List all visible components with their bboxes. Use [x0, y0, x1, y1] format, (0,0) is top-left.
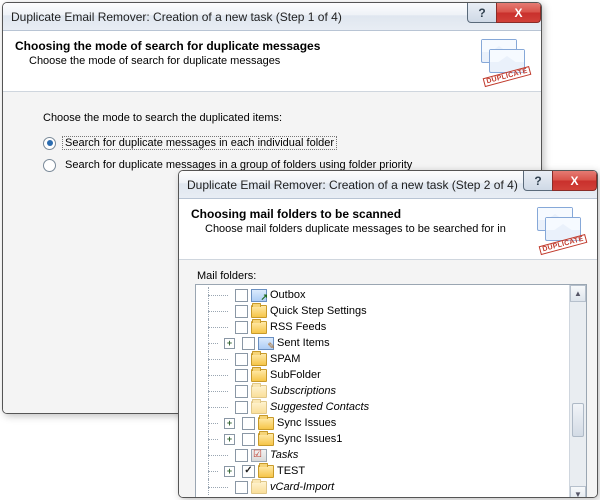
header-step1: Choosing the mode of search for duplicat… [3, 31, 541, 92]
tree-item-label: TEST [277, 465, 305, 477]
folder-icon [258, 433, 274, 446]
header-sub-step1: Choose the mode of search for duplicate … [15, 55, 471, 67]
expand-icon[interactable] [224, 418, 235, 429]
folder-icon [251, 369, 267, 382]
tree-item[interactable]: SubFolder [198, 367, 569, 383]
tree-item[interactable]: RSS Feeds [198, 319, 569, 335]
checkbox[interactable] [235, 369, 248, 382]
checkbox[interactable] [242, 433, 255, 446]
titlebar-step2[interactable]: Duplicate Email Remover: Creation of a n… [179, 171, 597, 199]
tree-item[interactable]: Sync Issues [198, 415, 569, 431]
folder-icon [251, 481, 267, 494]
dialog-step2: Duplicate Email Remover: Creation of a n… [178, 170, 598, 498]
title-step1: Duplicate Email Remover: Creation of a n… [11, 10, 342, 24]
tree-item-label: Outbox [270, 289, 305, 301]
folder-icon [251, 353, 267, 366]
scroll-thumb[interactable] [572, 403, 584, 437]
checkbox[interactable] [235, 385, 248, 398]
checkbox[interactable] [235, 401, 248, 414]
scrollbar[interactable]: ▲ ▼ [569, 285, 586, 498]
checkbox[interactable] [235, 353, 248, 366]
checkbox[interactable] [235, 289, 248, 302]
folder-icon [251, 449, 267, 462]
radio-individual-folder[interactable]: Search for duplicate messages in each in… [21, 132, 527, 154]
close-button[interactable]: X [552, 171, 597, 191]
expand-icon[interactable] [224, 434, 235, 445]
duplicate-icon: DUPLICATE [537, 207, 583, 247]
tree-item[interactable]: Subscriptions [198, 383, 569, 399]
tree-item-label: Sync Issues1 [277, 433, 342, 445]
help-button[interactable]: ? [523, 171, 553, 191]
checkbox[interactable] [235, 449, 248, 462]
folder-icon [251, 305, 267, 318]
tree-item-label: Quick Step Settings [270, 305, 367, 317]
tree-item[interactable]: Outbox [198, 287, 569, 303]
tree-item[interactable]: Quick Step Settings [198, 303, 569, 319]
scroll-track[interactable] [570, 302, 586, 486]
help-button[interactable]: ? [467, 3, 497, 23]
folder-icon [251, 289, 267, 302]
checkbox[interactable] [242, 465, 255, 478]
tree-item[interactable]: TEST [198, 463, 569, 479]
prompt-step1: Choose the mode to search the duplicated… [21, 102, 527, 132]
tree-list[interactable]: Outbox Quick Step Settings RSS Feeds Sent I… [196, 285, 569, 498]
folder-tree: Outbox Quick Step Settings RSS Feeds Sent I… [195, 284, 587, 498]
checkbox[interactable] [242, 417, 255, 430]
tree-item-label: Sent Items [277, 337, 330, 349]
tree-item[interactable]: Tasks [198, 447, 569, 463]
close-button[interactable]: X [496, 3, 541, 23]
radio-icon [43, 137, 56, 150]
folder-icon [258, 337, 274, 350]
tree-item-label: Tasks [270, 449, 298, 461]
header-sub-step2: Choose mail folders duplicate messages t… [191, 223, 527, 235]
tree-item-label: Sync Issues [277, 417, 336, 429]
window-buttons: ? X [523, 171, 597, 191]
expand-icon[interactable] [224, 466, 235, 477]
folder-icon [251, 401, 267, 414]
tree-item-label: SPAM [270, 353, 300, 365]
tree-item-label: Subscriptions [270, 385, 336, 397]
expand-icon[interactable] [224, 338, 235, 349]
header-title-step2: Choosing mail folders to be scanned [191, 207, 527, 221]
checkbox[interactable] [242, 337, 255, 350]
tree-item[interactable]: Suggested Contacts [198, 399, 569, 415]
title-step2: Duplicate Email Remover: Creation of a n… [187, 178, 518, 192]
window-buttons: ? X [467, 3, 541, 23]
tree-item-label: vCard-Import [270, 481, 334, 493]
scroll-up-button[interactable]: ▲ [570, 285, 586, 302]
mail-folders-label: Mail folders: [197, 270, 587, 282]
tree-item[interactable]: Sent Items [198, 335, 569, 351]
titlebar-step1[interactable]: Duplicate Email Remover: Creation of a n… [3, 3, 541, 31]
radio-icon [43, 159, 56, 172]
scroll-down-button[interactable]: ▼ [570, 486, 586, 498]
radio-label: Search for duplicate messages in each in… [62, 136, 337, 150]
header-title-step1: Choosing the mode of search for duplicat… [15, 39, 471, 53]
header-step2: Choosing mail folders to be scanned Choo… [179, 199, 597, 260]
tree-item[interactable]: Sync Issues1 [198, 431, 569, 447]
tree-item[interactable]: SPAM [198, 351, 569, 367]
folder-icon [251, 385, 267, 398]
duplicate-icon: DUPLICATE [481, 39, 527, 79]
tree-item[interactable]: vCard-Import [198, 479, 569, 495]
checkbox[interactable] [235, 305, 248, 318]
folder-icon [251, 321, 267, 334]
tree-item-label: Suggested Contacts [270, 401, 369, 413]
checkbox[interactable] [235, 481, 248, 494]
tree-item-label: SubFolder [270, 369, 321, 381]
checkbox[interactable] [235, 321, 248, 334]
tree-item-label: RSS Feeds [270, 321, 326, 333]
folder-icon [258, 465, 274, 478]
folder-icon [258, 417, 274, 430]
